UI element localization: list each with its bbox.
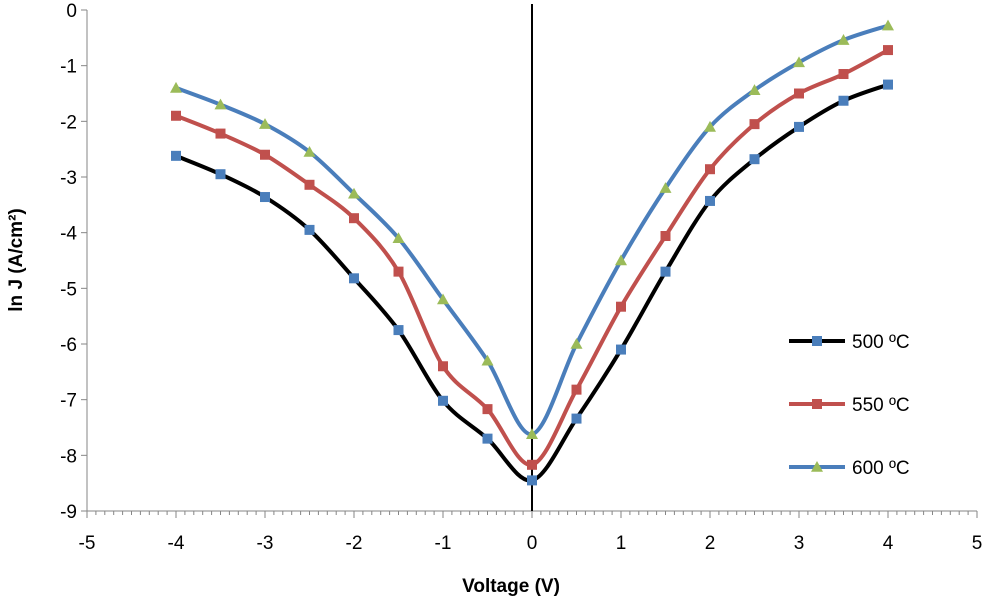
y-tick-label: 0: [66, 1, 77, 22]
y-tick-label: -2: [60, 112, 77, 133]
data-point: [659, 182, 672, 193]
data-point: [660, 231, 671, 242]
data-point: [304, 224, 315, 235]
legend-item: 600 ºC: [789, 458, 910, 479]
data-point: [660, 266, 671, 277]
data-point: [838, 69, 849, 80]
data-point: [303, 145, 316, 157]
data-point: [260, 192, 270, 203]
data-point: [393, 266, 404, 277]
legend-marker: [811, 461, 823, 472]
data-point: [882, 19, 894, 31]
data-point: [749, 154, 760, 165]
x-tick-label: 4: [883, 533, 894, 554]
data-point: [260, 149, 270, 160]
data-point: [748, 84, 761, 95]
y-tick-label: -8: [60, 446, 77, 467]
data-point: [437, 293, 449, 305]
legend-label: 550 ºC: [852, 395, 910, 416]
legend-label: 600 ºC: [852, 458, 910, 479]
y-tick-label: -6: [60, 335, 77, 356]
data-point: [616, 301, 626, 312]
legend-item: 500 ºC: [789, 332, 910, 353]
series-layer: [170, 19, 894, 486]
data-point: [349, 273, 359, 284]
data-point: [571, 413, 582, 424]
data-point: [170, 81, 182, 93]
data-point: [527, 475, 537, 486]
series-0: [171, 79, 893, 486]
x-tick-label: 3: [794, 533, 805, 554]
legend-marker: [812, 336, 822, 346]
data-point: [794, 121, 804, 132]
series-2: [170, 19, 894, 439]
data-point: [171, 150, 181, 161]
data-point: [171, 110, 181, 121]
data-point: [527, 459, 537, 470]
legend-marker: [812, 399, 822, 409]
data-point: [349, 213, 359, 224]
data-point: [214, 98, 227, 110]
data-point: [883, 79, 893, 90]
legend-item: 550 ºC: [789, 395, 910, 416]
y-tick-label: -9: [60, 502, 77, 523]
data-point: [794, 88, 804, 99]
x-tick-label: -3: [257, 533, 274, 554]
data-point: [392, 232, 405, 244]
data-point: [348, 187, 360, 199]
data-point: [749, 119, 760, 130]
x-tick-label: 1: [616, 533, 627, 554]
data-point: [616, 344, 626, 355]
x-tick-label: -2: [346, 533, 363, 554]
series-1: [171, 45, 893, 470]
data-point: [570, 338, 583, 349]
x-tick-label: 0: [527, 533, 538, 554]
legend: 500 ºC 550 ºC 600 ºC: [789, 332, 910, 479]
data-point: [482, 433, 493, 444]
y-tick-label: -5: [60, 279, 77, 300]
y-tick-label: -4: [60, 224, 77, 245]
data-point: [481, 354, 494, 366]
data-point: [482, 404, 493, 415]
data-point: [705, 164, 715, 175]
y-axis-title: ln J (A/cm²): [6, 208, 27, 311]
data-point: [793, 56, 805, 68]
axes: 0-1-2-3-4-5-6-7-8-9-5 -4 -3 -2 -1 0 1 2 3 4 5: [60, 1, 982, 554]
data-point: [704, 120, 716, 132]
data-point: [526, 428, 538, 439]
data-point: [615, 254, 627, 266]
data-point: [215, 128, 226, 139]
y-tick-label: -3: [60, 168, 77, 189]
x-axis-title: Voltage (V): [462, 576, 560, 597]
data-point: [571, 384, 582, 395]
data-point: [837, 34, 850, 45]
x-tick-label: -4: [168, 533, 185, 554]
legend-label: 500 ºC: [852, 332, 910, 353]
data-point: [438, 395, 448, 406]
data-point: [215, 169, 226, 180]
x-tick-label: 2: [705, 533, 716, 554]
data-point: [883, 45, 893, 56]
data-point: [838, 95, 849, 106]
data-point: [259, 118, 271, 129]
y-tick-label: -1: [60, 57, 77, 78]
data-point: [304, 179, 315, 190]
x-tick-label: 5: [972, 533, 983, 554]
y-tick-label: -7: [60, 391, 77, 412]
x-tick-label: -5: [79, 533, 96, 554]
data-point: [393, 325, 404, 336]
data-point: [705, 195, 715, 206]
data-point: [438, 361, 448, 372]
x-tick-label: -1: [435, 533, 452, 554]
